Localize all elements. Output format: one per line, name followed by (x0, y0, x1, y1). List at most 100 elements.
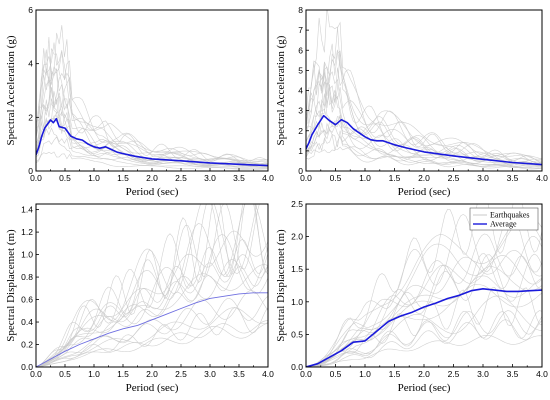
x-tick-label: 0.5 (59, 173, 71, 183)
earthquake-records (36, 204, 268, 367)
earthquake-line (36, 204, 258, 367)
earthquake-line (306, 310, 542, 367)
x-tick-label: 2.0 (146, 173, 158, 183)
y-tick-label: 7 (298, 25, 303, 35)
earthquake-line (306, 130, 542, 169)
x-tick-label: 3.0 (477, 173, 489, 183)
y-tick-label: 1 (298, 146, 303, 156)
earthquake-line (36, 307, 268, 367)
x-tick-label: 0.0 (30, 173, 42, 183)
average-line (36, 117, 268, 167)
earthquake-records (36, 25, 268, 170)
earthquake-line (36, 66, 268, 167)
y-tick-label: 1.0 (291, 297, 303, 307)
x-tick-label: 2.5 (448, 369, 460, 379)
y-tick-label: 6 (298, 45, 303, 55)
x-tick-label: 0.0 (300, 173, 312, 183)
y-tick-label: 1.2 (21, 227, 33, 237)
x-tick-label: 2.0 (418, 369, 430, 379)
earthquake-line (306, 49, 542, 163)
earthquake-line (36, 56, 268, 165)
x-tick-label: 1.5 (117, 369, 129, 379)
y-tick-label: 4 (298, 86, 303, 96)
earthquake-line (306, 266, 542, 367)
x-tick-label: 0.0 (300, 369, 312, 379)
earthquake-line (36, 264, 268, 367)
acc-right-chart: 0.0 0.5 1.0 1.5 2.0 2.5 3.0 3.5 4.0 0 1 2 3 4 5 6 7 8 Peri… (275, 5, 548, 198)
earthquake-line (36, 258, 268, 367)
x-tick-label: 3.0 (477, 369, 489, 379)
y-tick-label: 1.5 (291, 264, 303, 274)
y-tick-label: 0.8 (21, 272, 33, 282)
earthquake-line (306, 253, 542, 367)
y-tick-label: 1.0 (21, 250, 33, 260)
x-tick-label: 3.5 (507, 369, 519, 379)
x-axis-label: Period (sec) (126, 382, 179, 394)
y-tick-label: 4 (28, 59, 33, 69)
x-tick-label: 2.5 (448, 173, 460, 183)
earthquake-line (36, 127, 268, 168)
earthquake-line (36, 238, 268, 367)
earthquake-line (306, 233, 542, 367)
y-tick-label: 3 (298, 106, 303, 116)
y-tick-label: 6 (28, 5, 33, 15)
x-tick-label: 2.5 (175, 369, 187, 379)
x-axis-label: Period (sec) (398, 186, 451, 198)
x-tick-label: 2.5 (175, 173, 187, 183)
disp-left-chart: 0.0 0.5 1.0 1.5 2.0 2.5 3.0 3.5 4.0 0.0 0.2 0.4 0.6 0… (5, 203, 274, 394)
x-tick-label: 4.0 (262, 369, 274, 379)
x-tick-label: 1.5 (389, 369, 401, 379)
earthquake-line (306, 80, 542, 167)
y-axis-label: Spectral Acceleration (g) (275, 35, 287, 145)
y-axis-label: Spectral Displacemet (m) (5, 229, 17, 342)
x-tick-label: 1.0 (359, 369, 371, 379)
y-tick-label: 2.5 (291, 199, 303, 209)
y-tick-label: 0.6 (21, 295, 33, 305)
earthquake-line (306, 10, 542, 162)
earthquake-line (36, 70, 268, 168)
y-tick-label: 0 (298, 166, 303, 176)
average-line (306, 288, 542, 367)
y-tick-label: 8 (298, 5, 303, 15)
y-tick-label: 0 (28, 166, 33, 176)
x-tick-label: 0.0 (30, 369, 42, 379)
earthquake-line (36, 204, 268, 367)
earthquake-line (36, 265, 268, 367)
earthquake-line (36, 204, 268, 367)
y-tick-label: 0.5 (291, 329, 303, 339)
x-tick-label: 1.0 (359, 173, 371, 183)
earthquake-line (306, 215, 542, 367)
legend-earthquakes-label: Earthquakes (490, 211, 530, 220)
x-tick-label: 4.0 (262, 173, 274, 183)
earthquake-line (306, 116, 542, 169)
x-tick-label: 3.0 (204, 173, 216, 183)
earthquake-line (36, 204, 268, 367)
x-axis-label: Period (sec) (398, 382, 451, 394)
earthquake-line (306, 21, 542, 160)
x-tick-label: 3.5 (233, 369, 245, 379)
y-tick-label: 2 (298, 126, 303, 136)
earthquake-records (306, 204, 542, 367)
x-tick-label: 0.5 (330, 173, 342, 183)
earthquake-line (36, 295, 268, 367)
x-tick-label: 1.5 (389, 173, 401, 183)
earthquake-line (306, 319, 542, 367)
x-tick-label: 2.0 (146, 369, 158, 379)
x-tick-label: 1.0 (88, 173, 100, 183)
y-tick-label: 2.0 (291, 232, 303, 242)
x-tick-label: 4.0 (536, 173, 548, 183)
y-tick-label: 1.4 (21, 205, 33, 215)
average-line (306, 114, 542, 166)
earthquake-line (306, 204, 542, 367)
x-tick-label: 0.5 (330, 369, 342, 379)
earthquake-line (306, 334, 542, 367)
x-tick-label: 3.5 (233, 173, 245, 183)
x-tick-label: 0.5 (59, 369, 71, 379)
acc-left-chart: 0.0 0.5 1.0 1.5 2.0 2.5 3.0 3.5 4.0 0 2 4 6 Period (s… (5, 5, 274, 198)
x-tick-label: 2.0 (418, 173, 430, 183)
y-tick-label: 5 (298, 65, 303, 75)
x-axis-label: Period (sec) (126, 186, 179, 198)
earthquake-line (306, 62, 542, 165)
legend-average-label: Average (490, 220, 517, 229)
